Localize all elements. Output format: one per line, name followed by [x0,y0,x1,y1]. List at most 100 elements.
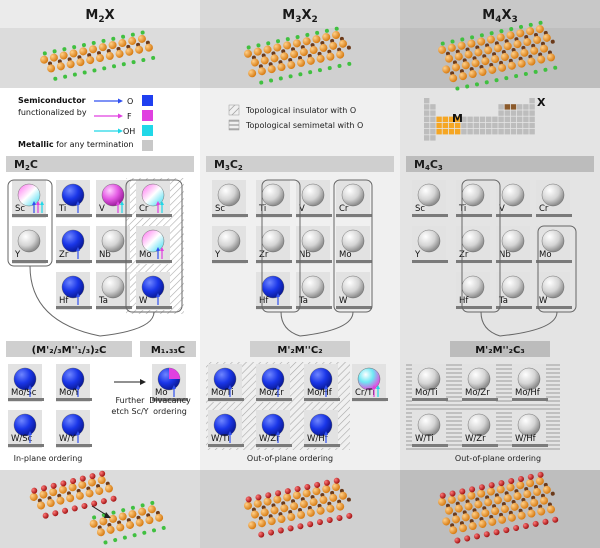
m4c3-tile-hf: Hf [456,272,492,310]
m3c2-tile-y: Y [212,226,248,264]
element-symbol: Zr [59,250,69,260]
m3c2-tile-ti: Ti [256,180,292,218]
element-symbol: Hf [59,296,69,306]
section-m3c2: M3C2 [214,158,243,172]
element-symbol: V [299,204,305,214]
element-symbol: Mo [139,250,152,260]
outplane-m3-footer: Out-of-plane ordering [247,454,333,463]
legend-oh-swatch [142,125,153,136]
legend: Semiconductor functionalized by O F OH M… [18,95,153,151]
m2c-tile-ta: Ta [96,272,132,310]
m3c2-tile-zr: Zr [256,226,292,264]
m2c-tile-mo: Mo [136,226,172,264]
element-symbol: V [99,204,105,214]
outplane-m4-tile-4: W/Zr [462,410,498,448]
outplane-m4-formula: M'₂M''₂C₃ [475,345,525,356]
element-symbol: W/Hf [515,434,537,444]
crystal-structures-top [40,20,558,91]
m4c3-tile-w: W [536,272,572,310]
periodic-table-inset [424,98,535,141]
m4c3-tile-zr: Zr [456,226,492,264]
m2c-tile-cr: Cr [136,180,172,218]
element-symbol: W/Hf [307,434,329,444]
m4c3-tile-nb: Nb [496,226,532,264]
divacancy-note-2: ordering [153,407,187,416]
element-symbol: W/Sc [11,434,33,444]
legend-semiconductor: Semiconductor [18,96,86,105]
m2c-tile-zr: Zr [56,226,92,264]
outplane-m4-tile-2: Mo/Hf [512,364,548,402]
element-symbol: W [139,296,148,306]
legend-o-label: O [127,97,133,106]
element-symbol: Mo/Ti [211,388,234,398]
m3c2-tile-sc: Sc [212,180,248,218]
inplane-footer: In-plane ordering [14,454,83,463]
outplane-m3-tile-5: W/Hf [304,410,340,448]
element-symbol: W [539,296,548,306]
outplane-m3-tile-2: Mo/Hf [304,364,340,402]
crystal-structures-bottom [29,470,559,545]
element-symbol: Y [214,250,221,260]
m4c3-tile-y: Y [412,226,448,264]
section-m4c3: M4C3 [414,158,443,172]
col-title-m4x3: M4X3 [482,8,518,25]
element-symbol: Ta [498,296,508,306]
element-symbol: W/Zr [465,434,486,444]
outplane-m4-tile-1: Mo/Zr [462,364,498,402]
m3c2-tile-ta: Ta [296,272,332,310]
element-symbol: Mo/Sc [11,388,37,398]
m4c3-tile-ta: Ta [496,272,532,310]
element-symbol: Zr [259,250,269,260]
element-symbol: V [499,204,505,214]
inplane-tile-2: W/Sc [8,410,44,448]
element-symbol: Cr [139,204,149,214]
element-symbol: Ti [58,204,66,214]
periodic-x-label: X [537,96,546,109]
element-symbol: Mo/Zr [465,388,490,398]
m4c3-tile-ti: Ti [456,180,492,218]
element-symbol: Mo [339,250,352,260]
m2c-tile-y: Y [12,226,48,264]
element-symbol: Mo [539,250,552,260]
inplane-formula: (M'₂/₃M''₁/₃)₂C [32,345,107,356]
inplane-tile-3: W/Y [56,410,92,448]
element-symbol: Sc [415,204,425,214]
element-symbol: W/Ti [211,434,230,444]
col-title-m2x: M2X [85,8,114,25]
element-symbol: Mo/Hf [515,388,541,398]
outplane-m3-tile-3: W/Ti [208,410,244,448]
element-symbol: W/Ti [415,434,434,444]
m2c-tile-hf: Hf [56,272,92,310]
topo-insulator-label: Topological insulator with O [245,106,356,115]
legend-metallic-swatch [142,140,153,151]
element-symbol: W/Y [59,434,76,444]
section-m2c: M2C [14,158,38,172]
legend-metallic: Metallic for any termination [18,140,133,149]
group-brackets [7,179,577,337]
element-symbol: Y [14,250,21,260]
etch-note-1: Further [116,396,146,405]
outplane-m3-tile-1: Mo/Zr [256,364,292,402]
m3c2-tile-hf: Hf [256,272,292,310]
element-symbol: Sc [215,204,225,214]
m2c-tile-ti: Ti [56,180,92,218]
m2c-tile-w: W [136,272,172,310]
element-symbol: Y [414,250,421,260]
topo-legend: Topological insulator with O Topological… [228,104,363,131]
outplane-m3-formula: M'₂M''C₂ [277,345,322,356]
legend-o-swatch [142,95,153,106]
m4c3-tile-v: V [496,180,532,218]
outplane-m4-tile-3: W/Ti [412,410,448,448]
element-symbol: Sc [15,204,25,214]
element-symbol: Mo/Zr [259,388,284,398]
element-symbol: Mo/Ti [415,388,438,398]
m2c-tile-v: V [96,180,132,218]
m3c2-tile-v: V [296,180,332,218]
element-symbol: Ta [98,296,108,306]
element-symbol: Mo [155,388,168,398]
element-symbol: Nb [99,250,111,260]
outplane-m3-extra-tile: Cr/Ti [352,364,388,402]
element-symbol: Mo/Y [59,388,80,398]
m3c2-tile-cr: Cr [336,180,372,218]
